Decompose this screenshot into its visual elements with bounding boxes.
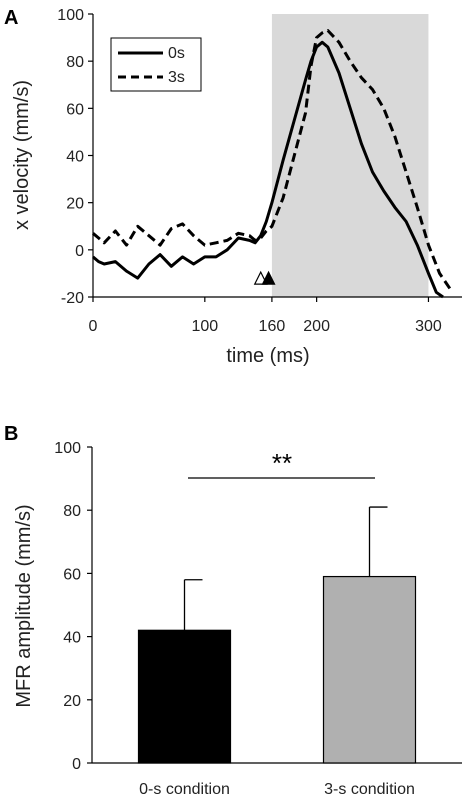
category-label: 0-s condition: [139, 781, 230, 798]
x-tick-label: 0: [89, 318, 98, 335]
x-tick-label: 160: [259, 318, 286, 335]
y-tick-label: 80: [66, 54, 84, 71]
y-tick-label-b: 0: [72, 756, 81, 773]
marker-onset-3s: [261, 270, 276, 285]
y-tick-label: -20: [61, 290, 84, 307]
y-tick-label: 100: [57, 7, 84, 24]
y-tick-label: 0: [75, 243, 84, 260]
panel-b-axes: 0 20 40 60 80 100: [54, 440, 462, 773]
x-tick-label: 100: [191, 318, 218, 335]
panel-b: B 0 20 40 60 80 100 0-s condition 3-s conditio…: [4, 423, 462, 798]
y-tick-label: 20: [66, 196, 84, 213]
y-tick-label-b: 100: [54, 440, 81, 457]
y-axis-label-b: MFR amplitude (mm/s): [13, 504, 35, 707]
x-tick-label: 200: [303, 318, 330, 335]
y-tick-label-b: 20: [63, 693, 81, 710]
panel-b-label: B: [4, 423, 18, 445]
panel-b-bars: 0-s condition 3-s condition: [137, 506, 417, 798]
series-line-3s: [92, 29, 453, 291]
panel-a-series: [92, 29, 453, 299]
panel-a-axes: -20 0 20 40 60 80 100 0 100 160 200 300: [57, 7, 462, 335]
y-tick-label-b: 60: [63, 566, 81, 583]
legend-label-3s: 3s: [168, 69, 185, 86]
legend: 0s 3s: [110, 37, 202, 92]
category-label: 3-s condition: [324, 781, 415, 798]
y-tick-label-b: 40: [63, 630, 81, 647]
panel-a: A -20 0 20 40 60 80 100 0 100 160 200 300 0s 3s tim…: [4, 7, 462, 367]
legend-box: [110, 37, 202, 92]
panel-a-label: A: [4, 7, 18, 29]
y-tick-label-b: 80: [63, 503, 81, 520]
legend-label-0s: 0s: [168, 45, 185, 62]
bar-0s: [137, 629, 232, 764]
significance-marker: **: [272, 448, 292, 478]
x-tick-label: 300: [415, 318, 442, 335]
y-axis-label: x velocity (mm/s): [11, 80, 33, 230]
series-line-0s: [92, 40, 444, 299]
x-axis-label: time (ms): [226, 345, 309, 367]
bar-3s: [322, 575, 417, 764]
panel-a-markers: [253, 270, 276, 285]
y-tick-label: 40: [66, 149, 84, 166]
y-tick-label: 60: [66, 101, 84, 118]
